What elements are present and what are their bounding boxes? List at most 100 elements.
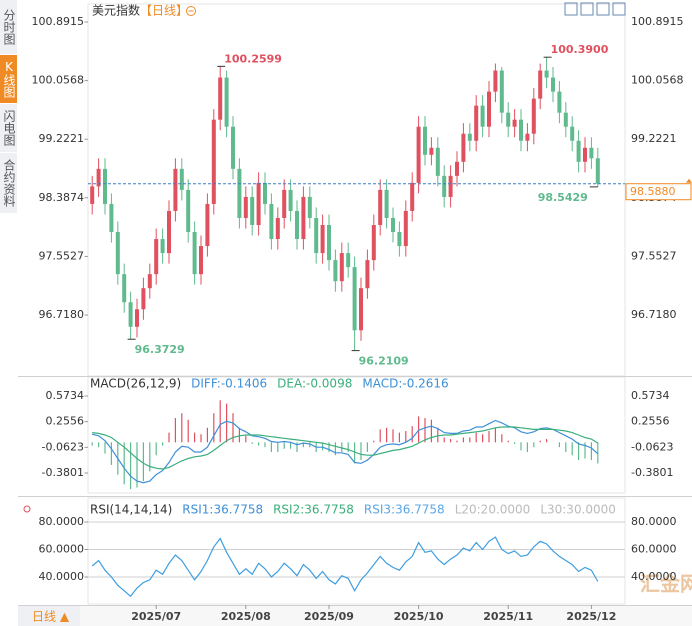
x-tick-label: 2025/12 <box>566 610 616 623</box>
x-tick-label: 2025/09 <box>304 610 354 623</box>
y-tick-label: -0.0623 <box>631 440 673 453</box>
candle-body <box>109 203 114 233</box>
candle-body <box>154 239 159 275</box>
chart-title: 美元指数 <box>92 3 140 18</box>
legend-item: RSI2:36.7758 <box>273 503 354 517</box>
candle-body <box>397 232 402 247</box>
legend-item: RSI(14,14,14) <box>90 503 172 517</box>
x-tick-label: 2025/08 <box>221 610 271 623</box>
candle-body <box>128 302 133 327</box>
candle-body <box>314 217 319 254</box>
candle-body <box>519 119 523 141</box>
candle-body <box>487 91 491 127</box>
legend-item: DIFF:-0.1406 <box>191 377 267 391</box>
candle-body <box>186 189 191 233</box>
y-tick-label: 99.2221 <box>631 132 677 145</box>
candle-body <box>512 119 517 127</box>
candle-body <box>429 147 434 155</box>
y-tick-label: 100.0568 <box>32 74 85 87</box>
minus-icon[interactable] <box>186 6 196 16</box>
legend-item: RSI3:36.7758 <box>364 503 445 517</box>
watermark: 汇金网 <box>640 572 692 596</box>
tool-icon[interactable] <box>596 2 610 16</box>
candle-body <box>371 224 376 261</box>
candle-body <box>455 161 459 176</box>
candle-body <box>192 232 197 275</box>
y-tick-label: 40.0000 <box>39 570 85 583</box>
rsi-line <box>91 536 599 598</box>
candle-body <box>243 196 248 218</box>
candle-body <box>179 168 184 190</box>
candle-body <box>595 158 600 184</box>
y-tick-label: 98.3874 <box>39 191 85 204</box>
candle-body <box>237 168 242 218</box>
settings-icon[interactable] <box>23 505 31 513</box>
candle-body <box>352 267 357 331</box>
candle-body <box>96 168 101 187</box>
candle-body <box>307 196 312 218</box>
candle-body <box>435 147 440 176</box>
candle-body <box>103 168 107 204</box>
last-price-box <box>625 183 692 201</box>
candle-body <box>288 189 293 211</box>
last-price-label: 98.5880 <box>630 185 676 198</box>
y-tick-label: 60.0000 <box>39 543 85 556</box>
toolbar <box>564 2 626 16</box>
bottom-tab[interactable]: 日线 ▲ <box>32 610 70 624</box>
bottom-tab-bg[interactable] <box>18 606 80 626</box>
side-tab[interactable]: 闪电图 <box>0 104 17 153</box>
y-tick-label: -0.3801 <box>631 466 673 479</box>
rsi-panel <box>87 497 626 605</box>
side-tab[interactable]: K线图 <box>0 55 17 104</box>
y-tick-label: 100.0568 <box>631 74 684 87</box>
y-tick-label: 40.0000 <box>631 570 677 583</box>
candle-body <box>327 224 331 261</box>
y-tick-label: -0.0623 <box>42 440 84 453</box>
annotation-label: 100.3900 <box>551 43 609 56</box>
candle-body <box>583 147 587 162</box>
candle-body <box>557 91 562 113</box>
candle-body <box>576 140 581 162</box>
candle-body <box>282 189 287 218</box>
side-tab[interactable]: 合约资料 <box>0 153 17 214</box>
tool-icon[interactable] <box>612 2 626 16</box>
candle-body <box>499 70 504 113</box>
candle-body <box>275 217 280 240</box>
y-tick-label: 80.0000 <box>631 515 677 528</box>
candle-body <box>365 260 370 289</box>
candle-body <box>423 126 427 155</box>
tool-icon[interactable] <box>564 2 578 16</box>
candle-body <box>231 126 235 169</box>
legend-item: DEA:-0.0098 <box>277 377 352 391</box>
legend-item: L20:20.0000 <box>455 503 531 517</box>
candle-body <box>563 112 568 127</box>
candle-body <box>346 253 351 268</box>
y-tick-label: 60.0000 <box>631 543 677 556</box>
candle-body <box>160 239 165 254</box>
legend-item: L30:30.0000 <box>540 503 616 517</box>
candle-body <box>147 274 152 289</box>
side-tab[interactable]: 分时图 <box>0 0 17 55</box>
candle-body <box>589 147 594 159</box>
candle-body <box>295 210 299 240</box>
candle-body <box>320 224 325 254</box>
candle-body <box>410 182 415 211</box>
candle-body <box>135 309 139 327</box>
legend-item: MACD(26,12,9) <box>90 377 181 391</box>
tool-icon[interactable] <box>580 2 594 16</box>
period-label: 【日线】 <box>140 4 188 18</box>
candle-body <box>525 133 530 141</box>
candle-body <box>333 260 338 282</box>
x-tick-label: 2025/07 <box>131 610 181 623</box>
y-tick-label: 99.2221 <box>39 132 85 145</box>
y-tick-label: 100.8915 <box>631 15 684 28</box>
candle-body <box>538 70 543 99</box>
candle-body <box>448 175 453 197</box>
candle-body <box>141 288 146 310</box>
date-axis-band <box>18 605 692 626</box>
y-tick-label: -0.3801 <box>42 466 84 479</box>
y-tick-label: 0.2556 <box>46 415 85 428</box>
candle-body <box>339 253 344 282</box>
